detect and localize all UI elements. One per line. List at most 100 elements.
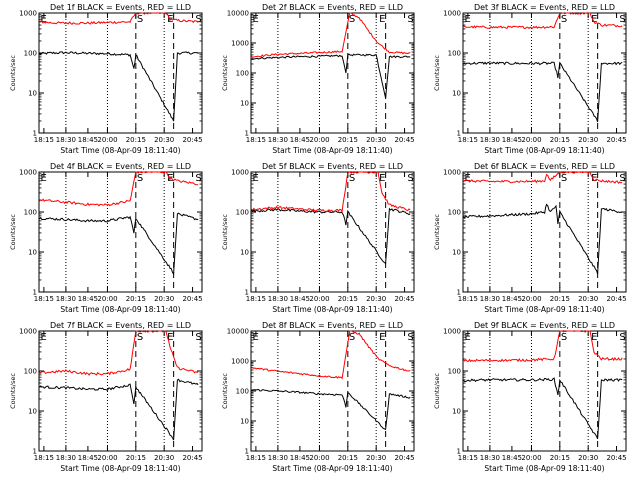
y-tick-label: 1 <box>457 289 461 297</box>
x-tick-label: 20:15 <box>550 295 570 303</box>
x-tick-label: 18:15 <box>458 295 478 303</box>
series-line-red <box>39 330 199 376</box>
detector-panel-7: Det 7f BLACK = Events, RED = LLD Counts/s… <box>9 321 203 473</box>
series-line-black <box>463 203 623 275</box>
x-tick-label: 18:30 <box>268 295 288 303</box>
panel-title: Det 2f BLACK = Events, RED = LLD <box>262 3 403 12</box>
x-axis-label: Start Time (08-Apr-09 18:11:40) <box>484 146 604 155</box>
annotation-letter: S <box>619 14 625 25</box>
plot-frame <box>462 171 627 293</box>
y-axis-label: Counts/sec <box>9 373 17 409</box>
annotation-letter: S <box>349 14 355 25</box>
y-tick-label: 100 <box>236 388 249 396</box>
y-axis-label: Counts/sec <box>221 373 229 409</box>
x-tick-label: 18:30 <box>480 454 500 462</box>
plot-frame <box>38 171 203 293</box>
x-tick-label: 20:30 <box>578 136 598 144</box>
plot-frame <box>38 12 203 134</box>
x-axis-label: Start Time (08-Apr-09 18:11:40) <box>60 305 180 314</box>
x-tick-label: 18:30 <box>480 295 500 303</box>
y-tick-label: 10 <box>240 249 249 257</box>
x-tick-label: 18:15 <box>246 136 266 144</box>
y-tick-label: 100 <box>24 209 37 217</box>
x-tick-label: 18:30 <box>268 136 288 144</box>
x-tick-label: 20:45 <box>182 295 202 303</box>
x-tick-label: 18:45 <box>290 295 310 303</box>
y-tick-label: 100 <box>448 368 461 376</box>
series-line-red <box>463 330 623 363</box>
series-line-red <box>251 330 411 380</box>
annotation-letter: E <box>40 173 46 184</box>
y-tick-label: 100 <box>448 50 461 58</box>
x-tick-label: 20:15 <box>550 454 570 462</box>
x-axis-label: Start Time (08-Apr-09 18:11:40) <box>60 146 180 155</box>
annotation-letter: S <box>195 173 201 184</box>
x-axis-label: Start Time (08-Apr-09 18:11:40) <box>272 146 392 155</box>
x-axis-label: Start Time (08-Apr-09 18:11:40) <box>484 305 604 314</box>
y-tick-label: 100 <box>448 209 461 217</box>
x-tick-label: 20:30 <box>154 136 174 144</box>
x-tick-label: 20:00 <box>521 454 541 462</box>
y-tick-label: 10 <box>28 249 37 257</box>
annotation-letter: S <box>561 332 567 343</box>
series-line-red <box>463 12 623 30</box>
annotation-letter: E <box>379 14 385 25</box>
y-tick-label: 100 <box>24 50 37 58</box>
y-axis-label: Counts/sec <box>433 373 441 409</box>
x-axis-label: Start Time (08-Apr-09 18:11:40) <box>272 464 392 473</box>
annotation-letter: S <box>137 14 143 25</box>
x-tick-label: 20:15 <box>550 136 570 144</box>
annotation-letter: E <box>591 14 597 25</box>
y-tick-label: 100 <box>236 70 249 78</box>
x-tick-label: 20:30 <box>366 295 386 303</box>
panel-title: Det 7f BLACK = Events, RED = LLD <box>50 321 191 330</box>
detector-panel-2: Det 2f BLACK = Events, RED = LLD Counts/s… <box>221 3 415 155</box>
x-tick-label: 20:30 <box>154 454 174 462</box>
x-tick-label: 18:45 <box>502 454 522 462</box>
annotation-letter: E <box>40 14 46 25</box>
y-tick-label: 10 <box>452 408 461 416</box>
annotation-letter: S <box>619 173 625 184</box>
y-tick-label: 10 <box>240 100 249 108</box>
y-tick-label: 1 <box>33 289 37 297</box>
y-axis-label: Counts/sec <box>9 55 17 91</box>
y-tick-label: 1000 <box>19 169 37 177</box>
x-tick-label: 20:45 <box>394 454 414 462</box>
series-line-black <box>39 212 199 276</box>
x-tick-label: 20:15 <box>338 295 358 303</box>
x-tick-label: 20:30 <box>578 454 598 462</box>
x-tick-label: 20:15 <box>126 454 146 462</box>
x-axis-label: Start Time (08-Apr-09 18:11:40) <box>272 305 392 314</box>
panel-title: Det 3f BLACK = Events, RED = LLD <box>474 3 615 12</box>
y-tick-label: 1000 <box>231 358 249 366</box>
series-line-red <box>251 171 411 213</box>
y-tick-label: 1000 <box>443 169 461 177</box>
annotation-letter: E <box>591 173 597 184</box>
x-tick-label: 20:15 <box>126 295 146 303</box>
annotation-letter: E <box>379 173 385 184</box>
x-tick-label: 20:30 <box>366 454 386 462</box>
detector-panel-9: Det 9f BLACK = Events, RED = LLD Counts/s… <box>433 321 627 473</box>
annotation-letter: S <box>349 332 355 343</box>
x-tick-label: 18:15 <box>458 454 478 462</box>
x-tick-label: 18:45 <box>78 454 98 462</box>
x-tick-label: 18:15 <box>458 136 478 144</box>
y-tick-label: 10 <box>28 408 37 416</box>
x-tick-label: 20:30 <box>578 295 598 303</box>
panel-title: Det 5f BLACK = Events, RED = LLD <box>262 162 403 171</box>
panel-title: Det 1f BLACK = Events, RED = LLD <box>50 3 191 12</box>
y-tick-label: 100 <box>24 368 37 376</box>
x-axis-label: Start Time (08-Apr-09 18:11:40) <box>60 464 180 473</box>
y-tick-label: 1 <box>33 448 37 456</box>
x-tick-label: 18:15 <box>246 454 266 462</box>
y-tick-label: 1000 <box>19 10 37 18</box>
x-tick-label: 18:15 <box>34 295 54 303</box>
panel-title: Det 6f BLACK = Events, RED = LLD <box>474 162 615 171</box>
series-line-red <box>251 12 411 58</box>
y-tick-label: 1000 <box>231 169 249 177</box>
y-tick-label: 1000 <box>19 328 37 336</box>
x-tick-label: 20:00 <box>521 295 541 303</box>
x-tick-label: 20:00 <box>97 136 117 144</box>
annotation-letter: S <box>195 332 201 343</box>
annotation-letter: S <box>407 14 413 25</box>
